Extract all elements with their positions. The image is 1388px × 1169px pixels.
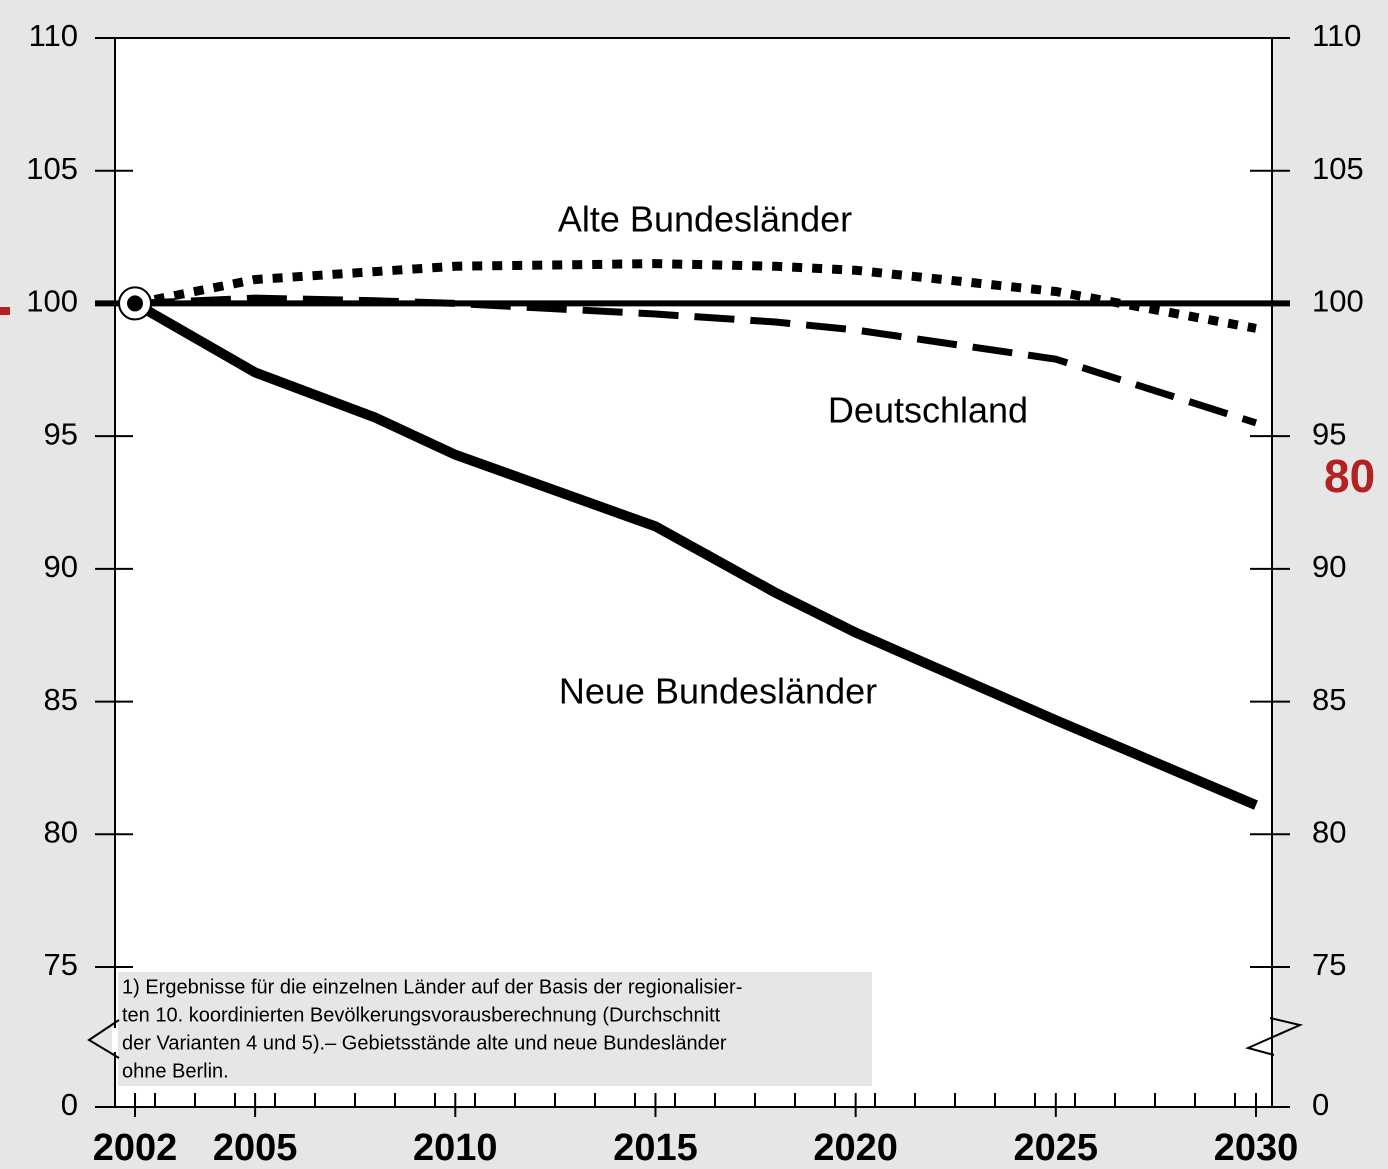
series-line <box>134 294 1258 427</box>
series-line <box>132 299 1258 810</box>
x-tick-label: 2005 <box>213 1127 298 1169</box>
start-marker-dot <box>127 295 144 312</box>
y2-tick-label: 80 <box>1312 814 1346 849</box>
y2-tick-label: 0 <box>1312 1087 1329 1122</box>
y2-tick-label: 100 <box>1312 284 1364 319</box>
y-tick-label: 75 <box>44 947 78 982</box>
y-tick-label: 90 <box>44 549 78 584</box>
y2-tick-label: 90 <box>1312 549 1346 584</box>
y2-tick-label: 85 <box>1312 682 1346 717</box>
footnote-box <box>118 972 872 1086</box>
y-tick-label: 80 <box>44 814 78 849</box>
axis-break-gap <box>112 1028 118 1052</box>
x-tick-label: 2025 <box>1014 1127 1099 1169</box>
series-line <box>134 259 1257 333</box>
plot-area <box>115 38 1272 1107</box>
y-tick-label: 0 <box>61 1087 78 1122</box>
y-tick-label: 110 <box>29 18 78 53</box>
x-tick-label: 2010 <box>413 1127 498 1169</box>
y2-tick-label: 95 <box>1312 416 1346 451</box>
footnote-line: 1) Ergebnisse für die einzelnen Länder a… <box>122 976 742 998</box>
footnote-line: der Varianten 4 und 5).– Gebietsstände a… <box>122 1032 727 1054</box>
axis-break <box>1245 1017 1304 1056</box>
artifact-mark <box>0 307 10 315</box>
x-tick-label: 2002 <box>93 1127 178 1169</box>
x-tick-label: 2015 <box>613 1127 698 1169</box>
series-label: Deutschland <box>828 390 1028 431</box>
y2-tick-label: 105 <box>1312 151 1364 186</box>
series-label: Neue Bundesländer <box>559 671 877 712</box>
x-tick-label: 2030 <box>1214 1127 1299 1169</box>
footnote-line: ohne Berlin. <box>122 1060 229 1082</box>
axis-break <box>87 1019 120 1059</box>
y-tick-label: 95 <box>44 416 78 451</box>
y2-tick-label: 75 <box>1312 947 1346 982</box>
y2-tick-label: 110 <box>1312 18 1361 53</box>
footnote-line: ten 10. koordinierten Bevölkerungsvoraus… <box>122 1004 721 1026</box>
series-label: Alte Bundesländer <box>558 199 852 240</box>
x-tick-label: 2020 <box>813 1127 898 1169</box>
y-tick-label: 85 <box>44 682 78 717</box>
annotation: 80 <box>1324 450 1375 502</box>
y-tick-label: 105 <box>26 151 78 186</box>
y-tick-label: 100 <box>26 284 78 319</box>
